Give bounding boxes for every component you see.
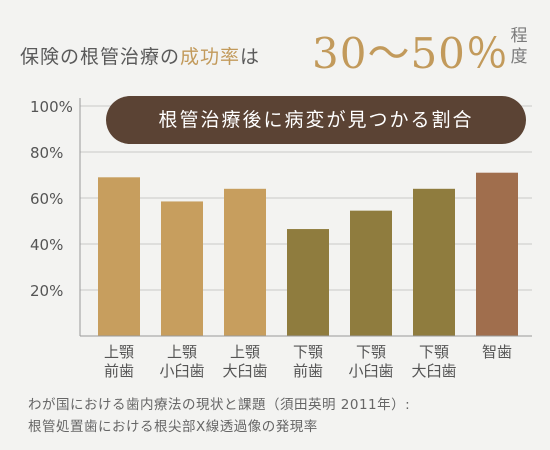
x-tick-label: 下顎 bbox=[356, 343, 386, 361]
bar bbox=[161, 201, 203, 336]
headline-percentage: 30～50％ bbox=[312, 29, 509, 78]
bar bbox=[350, 210, 392, 336]
chart-title: 根管治療後に病変が見つかる割合 bbox=[106, 96, 526, 144]
bar bbox=[287, 229, 329, 336]
x-tick-label: 下顎 bbox=[293, 343, 323, 361]
bar bbox=[98, 177, 140, 336]
headline-highlight: 成功率 bbox=[180, 46, 241, 68]
bar bbox=[476, 172, 518, 336]
source-citation: わが国における歯内療法の現状と課題（須田英明 2011年）: 根管処置歯における… bbox=[28, 394, 538, 438]
headline-prefix: 保険の根管治療の成功率は bbox=[20, 42, 260, 69]
x-tick-label: 前歯 bbox=[104, 362, 134, 380]
headline-suffix: 程度 bbox=[510, 26, 528, 67]
bar bbox=[413, 188, 455, 336]
headline: 保険の根管治療の成功率は 30～50％ 程度 bbox=[20, 12, 535, 84]
source-line-2: 根管処置歯における根尖部X線透過像の発現率 bbox=[28, 419, 318, 435]
y-tick-label: 20% bbox=[30, 282, 63, 300]
x-tick-label: 上顎 bbox=[167, 343, 197, 361]
x-tick-label: 上顎 bbox=[230, 343, 260, 361]
x-tick-label: 前歯 bbox=[293, 362, 323, 380]
bar bbox=[224, 188, 266, 336]
y-tick-label: 80% bbox=[30, 144, 63, 162]
source-line-1: わが国における歯内療法の現状と課題（須田英明 2011年）: bbox=[28, 397, 411, 413]
x-tick-label: 大臼歯 bbox=[222, 362, 267, 380]
y-tick-label: 60% bbox=[30, 190, 63, 208]
y-tick-label: 40% bbox=[30, 236, 63, 254]
x-tick-label: 小臼歯 bbox=[348, 362, 393, 380]
y-tick-label: 100% bbox=[30, 98, 73, 116]
x-tick-label: 小臼歯 bbox=[159, 362, 204, 380]
x-tick-label: 智歯 bbox=[482, 343, 512, 361]
x-tick-label: 大臼歯 bbox=[411, 362, 456, 380]
x-tick-label: 下顎 bbox=[419, 343, 449, 361]
x-tick-label: 上顎 bbox=[104, 343, 134, 361]
headline-text-1: 保険の根管治療の bbox=[20, 46, 181, 68]
headline-text-2: は bbox=[240, 46, 261, 68]
